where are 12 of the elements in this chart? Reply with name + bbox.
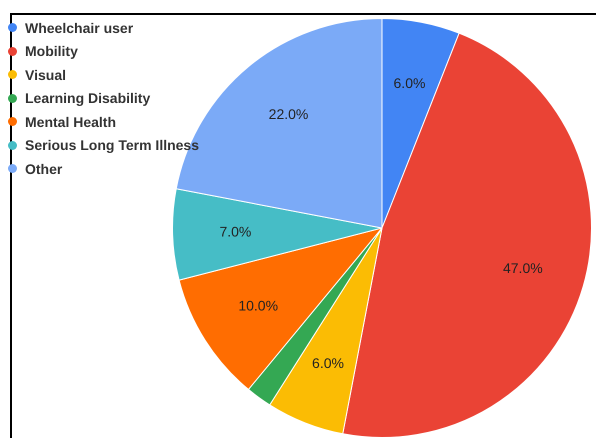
data-label: 10.0% bbox=[238, 297, 278, 314]
legend-label: Visual bbox=[25, 66, 66, 83]
data-label: 7.0% bbox=[219, 223, 252, 240]
legend-label: Mental Health bbox=[25, 114, 116, 130]
legend-label: Other bbox=[25, 160, 62, 177]
legend-label: Learning Disability bbox=[25, 90, 150, 106]
data-label: 6.0% bbox=[312, 355, 344, 372]
data-label: 6.0% bbox=[394, 74, 426, 91]
legend-label: Wheelchair user bbox=[25, 20, 134, 36]
legend-label: Mobility bbox=[25, 43, 78, 60]
data-label: 22.0% bbox=[268, 106, 308, 122]
data-label: 47.0% bbox=[502, 260, 543, 276]
